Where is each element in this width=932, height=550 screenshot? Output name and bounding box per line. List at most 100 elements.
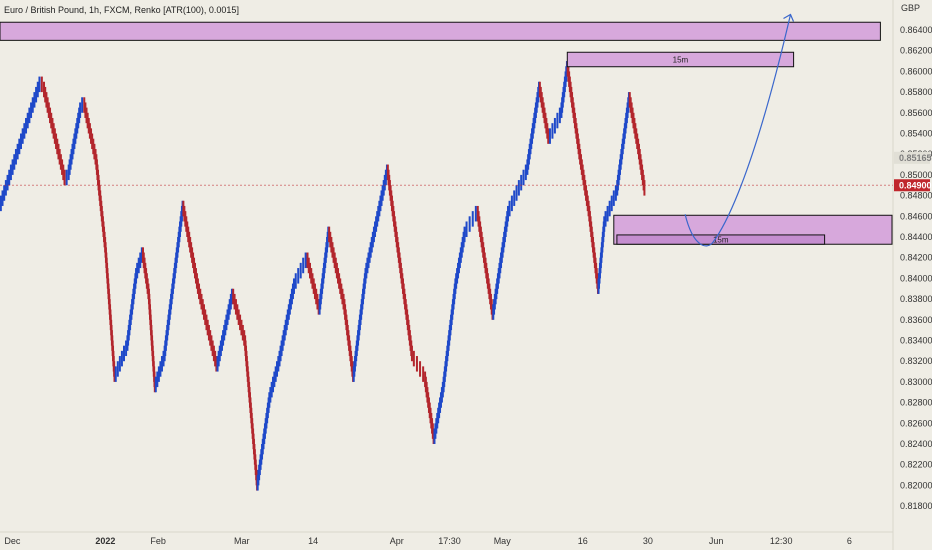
down-brick [212,345,215,362]
price-tick-label: 0.82200 [900,460,932,470]
price-tick-label: 0.85400 [900,129,932,139]
projection-arrow[interactable] [684,14,792,247]
price-tick-label: 0.86000 [900,66,932,76]
down-brick [59,154,62,170]
up-brick [6,174,9,191]
up-brick [13,154,16,170]
down-brick [415,356,418,372]
up-brick [4,180,7,196]
up-brick [375,216,378,232]
price-axis-ticks: 0.81800 0.82000 0.82200 0.82400 0.82600 0.828… [900,25,932,511]
down-brick [232,288,235,305]
time-tick-label: May [494,536,512,546]
down-brick [44,86,47,103]
up-brick [285,314,288,331]
up-brick [118,356,121,372]
up-brick [376,211,379,227]
current-price-tag: 0.84900 [894,179,932,192]
up-brick [225,314,228,331]
up-brick [603,216,606,232]
up-brick [79,102,82,118]
time-tick-label: Feb [150,536,166,546]
down-brick [92,138,95,155]
zone-box-4[interactable] [616,234,826,245]
projection-arrowhead [783,13,795,22]
down-brick [340,283,343,300]
down-brick [202,304,205,320]
up-brick [160,356,163,372]
up-brick [65,169,68,186]
down-brick [47,102,50,118]
down-brick [310,268,313,284]
up-brick [612,190,615,206]
up-brick [280,340,283,357]
down-brick [205,314,208,331]
up-brick [274,366,277,382]
down-brick [201,299,204,315]
down-brick [40,76,43,93]
up-brick [508,200,511,217]
up-brick [162,350,165,367]
zone-box-1[interactable] [0,21,881,41]
up-brick [299,262,302,279]
down-brick [239,314,242,331]
price-tick-label: 0.85600 [900,108,932,118]
down-brick [339,278,342,294]
down-brick [328,226,331,243]
up-brick [217,350,220,367]
down-brick [113,366,116,382]
time-tick-label: 30 [643,536,653,546]
down-brick [49,107,52,124]
up-brick [471,211,474,227]
up-brick [517,180,520,196]
up-brick [366,257,369,274]
down-brick [86,112,89,129]
time-tick-label: 12:30 [770,536,793,546]
up-brick [11,159,14,175]
up-brick [510,195,513,212]
price-tick-label: 0.86200 [900,46,932,56]
up-brick [227,304,230,320]
up-brick [614,185,617,201]
down-brick [316,293,319,310]
up-brick [220,335,223,351]
up-brick [0,195,2,212]
down-brick [43,81,46,98]
down-brick [200,293,203,310]
down-brick [55,133,58,150]
up-brick [159,361,162,377]
down-brick [412,350,415,367]
up-brick [226,309,229,325]
down-brick [88,123,91,139]
current-price-label: 0.84900 [899,180,932,190]
up-brick [36,81,39,98]
up-brick [279,345,282,362]
up-brick [520,174,523,191]
down-brick [422,366,425,382]
up-brick [548,128,551,144]
up-brick [81,97,84,113]
up-brick [270,381,273,398]
down-brick [307,257,310,274]
up-brick [25,117,28,134]
time-tick-label: Apr [390,536,404,546]
down-brick [210,335,213,351]
up-brick [372,226,375,243]
down-brick [199,288,202,305]
up-brick [216,356,219,372]
zone-box-2[interactable] [566,51,795,68]
up-brick [377,205,380,222]
price-tick-label: 0.83600 [900,315,932,325]
up-brick [116,361,119,377]
up-brick [290,288,293,305]
price-tick-label: 0.84600 [900,211,932,221]
up-brick [222,330,225,346]
down-brick [643,180,646,196]
up-brick [292,278,295,294]
up-brick [276,361,279,377]
up-brick [367,252,370,269]
up-brick [269,387,272,403]
up-brick [228,299,231,315]
up-brick [287,304,290,320]
